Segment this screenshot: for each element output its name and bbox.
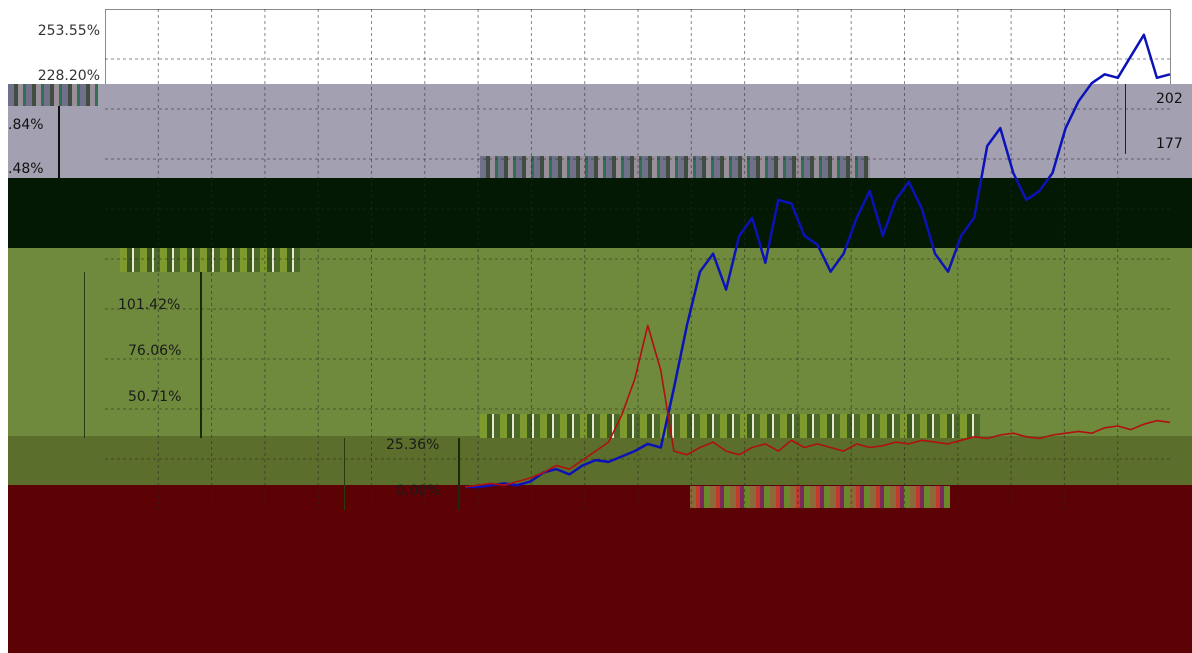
y-tick-label-fragment-84: .84% bbox=[8, 117, 44, 133]
y-tick-label-228: 228.20% bbox=[37, 68, 100, 84]
y-tick-label-25: 25.36% bbox=[386, 437, 440, 453]
noise-strip-top-mid bbox=[480, 156, 870, 178]
y-tick-label-253: 253.55% bbox=[37, 23, 100, 39]
panel-divider-right bbox=[1125, 84, 1126, 154]
glitch-band-red bbox=[8, 485, 1192, 653]
panel-divider-left bbox=[58, 106, 60, 178]
y-tick-label-76: 76.06% bbox=[128, 343, 182, 359]
glitch-band-olive bbox=[8, 248, 1192, 438]
noise-strip-olive bbox=[120, 248, 300, 272]
y-tick-label-202: 202 bbox=[1156, 91, 1183, 107]
series-line-0 bbox=[465, 33, 1171, 489]
panel-divider-olive-axis bbox=[200, 272, 202, 438]
noise-strip-olive-mid bbox=[480, 414, 980, 438]
noise-strip-top-left bbox=[8, 84, 98, 106]
noise-strip-red bbox=[690, 486, 950, 508]
series-line-1 bbox=[464, 324, 1171, 488]
panel-divider-lower-left bbox=[344, 438, 345, 510]
panel-divider-olive bbox=[84, 272, 85, 438]
glitch-band-dark bbox=[8, 178, 1192, 248]
y-tick-label-fragment-48: .48% bbox=[8, 161, 44, 177]
panel-divider-lower-axis bbox=[458, 438, 460, 510]
y-tick-label-50: 50.71% bbox=[128, 389, 182, 405]
y-tick-label-177: 177 bbox=[1156, 136, 1183, 152]
y-tick-label-0: 0.00% bbox=[396, 483, 441, 499]
y-tick-label-101: 101.42% bbox=[118, 297, 181, 313]
